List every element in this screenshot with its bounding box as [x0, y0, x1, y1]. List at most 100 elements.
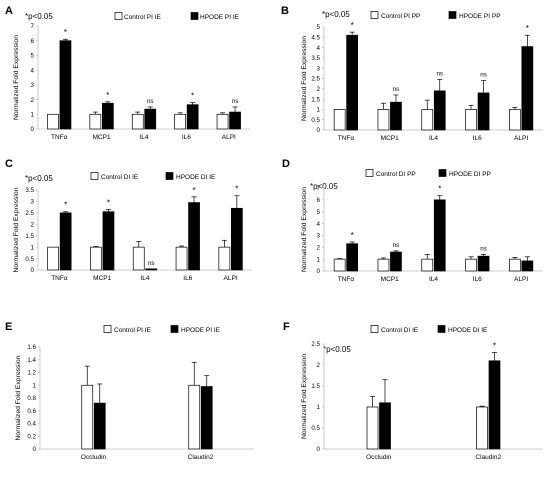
ns-label: ns	[436, 71, 443, 78]
ns-label: ns	[147, 98, 154, 105]
legend-label-control: Control DI IE	[101, 174, 139, 181]
x-category-label: Occludin	[81, 454, 107, 461]
bar-control	[132, 246, 145, 271]
legend-swatch-control	[365, 169, 374, 177]
bar-control	[89, 113, 102, 130]
x-category-label: ALPI	[222, 134, 236, 141]
significance-note: *p<0.05	[323, 345, 351, 354]
x-category-label: IL4	[429, 276, 438, 283]
bar-control	[47, 246, 60, 271]
significance-star: *	[64, 201, 67, 210]
bar-hpode	[521, 46, 534, 131]
y-tick-label: 0.2	[27, 433, 36, 440]
legend-label-control: Control PI IE	[124, 14, 162, 21]
y-tick-label: 2	[317, 244, 321, 251]
bar-hpode	[379, 402, 391, 450]
ns-label: ns	[480, 245, 487, 252]
bar-control	[188, 384, 201, 450]
y-tick-label: 2	[317, 86, 321, 93]
significance-note: *p<0.05	[322, 10, 350, 19]
y-axis-label: Normalized Fold Expression	[301, 354, 308, 439]
x-category-label: IL6	[473, 276, 482, 283]
bar-control	[509, 258, 521, 272]
y-tick-label: 5	[317, 209, 321, 216]
y-axis-label: Normalized Fold Expression	[301, 187, 308, 272]
legend-swatch-hpode	[190, 12, 199, 20]
y-tick-label: 1.5	[311, 383, 320, 390]
y-tick-label: 0	[31, 267, 35, 274]
bar-hpode	[231, 207, 243, 271]
bar-control	[81, 384, 94, 450]
significance-note: *p<0.05	[310, 182, 338, 191]
legend-label-control: Control PI IE	[114, 327, 152, 334]
y-tick-label: 1.2	[27, 370, 36, 377]
y-tick-label: 2.5	[25, 210, 34, 217]
x-category-label: ALPI	[514, 135, 528, 142]
y-tick-label: 4.5	[311, 35, 320, 42]
y-tick-label: 1.4	[27, 357, 36, 364]
panel-letter: D	[282, 158, 290, 170]
legend-swatch-control	[114, 12, 123, 20]
bar-control	[509, 109, 521, 131]
y-tick-label: 2.5	[311, 76, 320, 83]
y-tick-label: 0.6	[27, 408, 36, 415]
y-tick-label: 2	[317, 362, 321, 369]
y-tick-label: 1	[317, 404, 321, 411]
bar-hpode	[229, 111, 241, 130]
bar-control	[216, 113, 229, 130]
bar-control	[465, 258, 477, 272]
bar-hpode	[145, 268, 158, 271]
y-axis-label: Normalized Fold Expression	[13, 35, 20, 120]
y-axis-label: Normalized Fold Expression	[15, 355, 22, 440]
bar-control	[476, 406, 488, 450]
x-category-label: MCP1	[93, 275, 111, 282]
legend-label-hpode: HPODE DI IE	[176, 174, 216, 181]
significance-star: *	[106, 91, 109, 100]
bar-control	[90, 246, 102, 271]
legend-swatch-hpode	[165, 172, 174, 180]
bar-hpode	[101, 102, 114, 130]
y-tick-label: 3.5	[25, 187, 34, 194]
x-category-label: IL4	[429, 135, 438, 142]
legend: Control DI PP HPODE DI PP	[365, 169, 491, 178]
x-category-label: MCP1	[93, 134, 111, 141]
bar-control	[47, 113, 59, 130]
legend-label-hpode: HPODE PI IE	[200, 14, 240, 21]
y-tick-label: 1.5	[311, 96, 320, 103]
x-category-label: TNFα	[51, 275, 68, 282]
y-tick-label: 4	[31, 67, 35, 74]
y-tick-label: 2	[31, 97, 35, 104]
legend: Control PI PP HPODE PI PP	[370, 11, 501, 20]
bar-control	[175, 246, 188, 271]
x-category-label: Claudin2	[188, 454, 214, 461]
x-category-label: TNFα	[338, 276, 355, 283]
x-category-label: IL6	[183, 275, 192, 282]
y-axis-label: Normalized Fold Expression	[13, 187, 20, 272]
significance-star: *	[526, 24, 529, 33]
bar-control	[421, 109, 434, 131]
y-tick-label: 0.4	[27, 421, 36, 428]
panel-letter: A	[5, 5, 13, 17]
y-tick-label: 2.5	[311, 341, 320, 348]
y-tick-label: 1.6	[27, 344, 36, 351]
legend-label-control: Control DI PP	[376, 171, 416, 178]
y-axis-label: Normalized Fold Expression	[301, 36, 308, 121]
y-tick-label: 1	[33, 382, 37, 389]
y-tick-label: 1.5	[25, 233, 34, 240]
bar-hpode	[93, 402, 106, 450]
y-tick-label: 3	[31, 199, 35, 206]
bar-control	[421, 258, 434, 272]
y-tick-label: 3	[317, 233, 321, 240]
legend-label-hpode: HPODE PI IE	[181, 327, 221, 334]
y-tick-label: 1	[31, 111, 35, 118]
bar-hpode	[390, 101, 402, 131]
legend: Control PI IE HPODE PI IE	[103, 325, 221, 334]
x-category-label: MCP1	[381, 276, 399, 283]
ns-label: ns	[393, 86, 400, 93]
significance-star: *	[235, 185, 238, 194]
chart-panel-a: A *p<0.05 Control PI IE HPODE PI IE Normaliz…	[5, 5, 250, 141]
panel-letter: B	[281, 5, 289, 17]
legend-swatch-control	[103, 325, 112, 333]
y-tick-label: 0	[317, 446, 321, 453]
legend-swatch-hpode	[170, 325, 179, 333]
